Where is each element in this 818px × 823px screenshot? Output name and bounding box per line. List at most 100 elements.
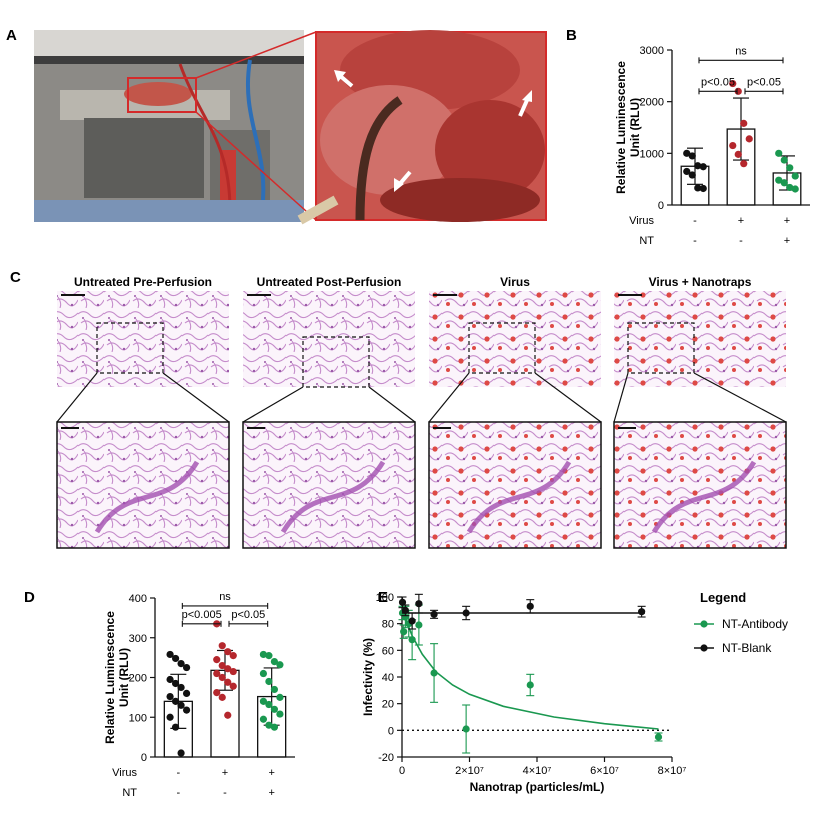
- legend-marker: [700, 644, 708, 652]
- zoom-region-box: [96, 322, 164, 374]
- virus-indicator: +: [268, 767, 274, 779]
- y-axis-label: Relative LuminescenceUnit (RLU): [614, 61, 642, 194]
- histology-title: Virus: [500, 275, 530, 289]
- data-point: [740, 119, 748, 127]
- legend-title: Legend: [700, 590, 746, 605]
- data-point: [740, 160, 748, 168]
- nt-indicator: -: [176, 787, 180, 799]
- x-axis-label: Nanotrap (particles/mL): [470, 780, 605, 794]
- zoom-connector-bottom: [195, 111, 317, 221]
- row-label-virus: Virus: [112, 767, 137, 779]
- row-label-virus: Virus: [629, 215, 654, 227]
- zoom-connector-right: [693, 372, 787, 423]
- data-point: [265, 677, 273, 686]
- data-point: [177, 659, 185, 668]
- data-point: [270, 705, 279, 713]
- data-point: [791, 172, 799, 180]
- y-tick-label: 100: [376, 592, 394, 604]
- data-point: [265, 700, 273, 709]
- zoom-connector-left: [428, 372, 470, 423]
- panel-letter-d: D: [24, 589, 35, 606]
- panel-e-chart: -20 0 20 40 60 80 100 0 2×10⁷ 4×10⁷ 6×10⁷ 8×10⁷ Nano…: [361, 590, 788, 794]
- zoom-region-box: [468, 322, 536, 374]
- y-tick-label: 0: [658, 200, 664, 212]
- data-point: [745, 135, 753, 143]
- data-point: [259, 650, 268, 659]
- histology-overview-image: [243, 291, 415, 387]
- nt-indicator: -: [739, 235, 743, 247]
- data-point: [729, 141, 737, 150]
- virus-indicator: -: [176, 767, 180, 779]
- data-point: [276, 693, 284, 701]
- data-point: [694, 184, 702, 192]
- legend-marker: [700, 620, 708, 628]
- data-point: [229, 682, 237, 690]
- y-tick-label: 20: [382, 699, 394, 711]
- zoom-region-box: [302, 336, 370, 388]
- data-point: [786, 183, 794, 192]
- histology-overview-image: [57, 291, 229, 387]
- data-point: [171, 697, 180, 705]
- significance-label: ns: [219, 591, 231, 603]
- data-point: [462, 609, 470, 617]
- data-point: [791, 185, 799, 193]
- fit-curve-nt-antibody: [401, 606, 659, 730]
- histology-overview-image: [429, 291, 601, 387]
- data-point: [786, 164, 794, 172]
- significance-label: p<0.005: [182, 609, 222, 621]
- vessel-structure: [94, 460, 200, 534]
- data-point: [177, 701, 185, 709]
- lung-closeup-photo: [297, 30, 547, 225]
- panel-a-photos: [34, 30, 547, 225]
- data-point: [229, 652, 237, 660]
- y-tick-label: 0: [141, 752, 147, 764]
- data-point: [224, 648, 232, 656]
- panel-c-histology: Untreated Pre-Perfusion Untreated Post-Pe…: [56, 275, 787, 549]
- vessel-structure: [280, 460, 386, 534]
- data-point: [270, 685, 279, 694]
- data-point: [229, 667, 237, 676]
- data-point: [276, 661, 284, 669]
- panel-d-chart: 0 100 200 300 400 Relative LuminescenceUnit (…: [103, 591, 295, 799]
- histology-zoom-image: [242, 421, 416, 549]
- y-tick-label: 200: [129, 673, 147, 685]
- y-tick-label: 400: [129, 593, 147, 605]
- x-tick-label: 0: [399, 765, 405, 777]
- x-tick-label: 2×10⁷: [455, 765, 484, 777]
- significance-label: p<0.05: [747, 76, 781, 88]
- data-point: [182, 706, 191, 714]
- histology-title: Untreated Pre-Perfusion: [74, 275, 212, 289]
- data-point: [218, 642, 226, 650]
- histology-title: Untreated Post-Perfusion: [257, 275, 402, 289]
- data-point: [259, 715, 268, 723]
- data-point: [265, 652, 273, 660]
- y-tick-label: 1000: [640, 148, 664, 160]
- histology-overview-image: [614, 291, 786, 387]
- x-tick-label: 6×10⁷: [590, 765, 619, 777]
- data-point: [398, 598, 407, 606]
- panel-letter-c: C: [10, 269, 21, 286]
- data-point: [182, 663, 191, 672]
- y-tick-label: 60: [382, 645, 394, 657]
- panel-b-chart: 0 1000 2000 3000 Relative LuminescenceUnit (…: [614, 45, 810, 247]
- data-point: [166, 675, 174, 684]
- data-point: [224, 665, 232, 673]
- y-tick-label: 300: [129, 633, 147, 645]
- panel-letter-e: E: [378, 589, 388, 606]
- data-point: [270, 658, 279, 666]
- data-point: [699, 163, 707, 171]
- zoom-connector-right: [368, 386, 416, 423]
- data-point: [177, 683, 185, 692]
- data-point: [699, 184, 707, 193]
- y-tick-label: 80: [382, 619, 394, 631]
- vessel-structure: [466, 460, 572, 534]
- panel-letter-b: B: [566, 27, 577, 44]
- data-point: [780, 156, 788, 164]
- data-point: [683, 149, 691, 157]
- legend-label: NT-Antibody: [722, 617, 788, 631]
- data-point: [654, 733, 663, 741]
- data-point: [415, 621, 423, 629]
- significance-label: p<0.05: [701, 76, 735, 88]
- data-point: [182, 689, 191, 698]
